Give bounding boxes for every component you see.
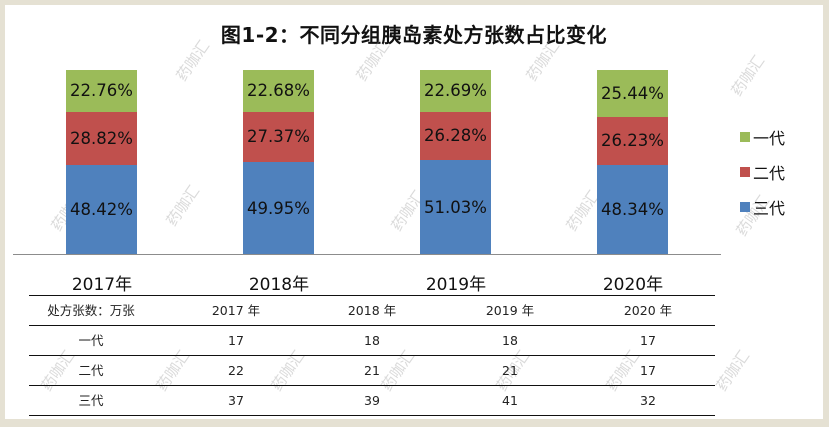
watermark: 药咖汇 (727, 52, 769, 100)
table-header-cell: 2018 年 (347, 303, 397, 318)
legend-label: 二代 (753, 163, 786, 183)
bar-2019: 22.69% 26.28% 51.03% (420, 70, 491, 254)
segment-gen3: 48.42% (66, 164, 137, 254)
segment-gen2: 27.37% (243, 111, 314, 163)
segment-gen2: 26.28% (420, 111, 491, 161)
table-cell: 32 (640, 393, 656, 408)
x-tick-label: 2017年 (71, 275, 133, 295)
x-axis-line (13, 254, 721, 255)
watermark: 药咖汇 (162, 182, 204, 230)
data-table: 处方张数：万张 2017 年 2018 年 2019 年 2020 年 一代 1… (29, 295, 715, 416)
table-header-cell: 处方张数：万张 (47, 303, 135, 318)
table-header-cell: 2020 年 (623, 303, 673, 318)
table-cell: 18 (364, 333, 380, 348)
segment-gen1: 22.68% (243, 70, 314, 112)
legend-swatch-icon (740, 131, 750, 142)
table-cell: 21 (502, 363, 518, 378)
segment-gen1: 22.69% (420, 70, 491, 112)
bar-2020: 25.44% 26.23% 48.34% (597, 70, 668, 254)
table-cell: 17 (228, 333, 244, 348)
table-cell: 17 (640, 363, 656, 378)
chart-frame: 图1-2：不同分组胰岛素处方张数占比变化 药咖汇 药咖汇 药咖汇 药咖汇 药咖汇… (5, 5, 823, 419)
table-cell: 一代 (78, 333, 104, 348)
legend-label: 三代 (753, 198, 786, 218)
chart-title: 图1-2：不同分组胰岛素处方张数占比变化 (220, 23, 608, 47)
table-cell: 37 (228, 393, 244, 408)
table-cell: 41 (502, 393, 518, 408)
legend-item-gen3: 三代 (740, 189, 785, 224)
table-cell: 21 (364, 363, 380, 378)
legend-swatch-icon (740, 201, 750, 212)
legend: 一代 二代 三代 (740, 119, 785, 224)
table-cell: 二代 (78, 363, 104, 378)
legend-item-gen1: 一代 (740, 119, 785, 154)
legend-label: 一代 (753, 128, 786, 148)
table-row: 二代 22 21 21 17 (29, 355, 715, 385)
segment-gen3: 48.34% (597, 165, 668, 254)
table-cell: 三代 (78, 393, 104, 408)
table-row: 一代 17 18 18 17 (29, 325, 715, 355)
x-tick-label: 2020年 (602, 275, 664, 295)
table-header-cell: 2019 年 (485, 303, 535, 318)
table-header-row: 处方张数：万张 2017 年 2018 年 2019 年 2020 年 (29, 295, 715, 325)
segment-gen2: 26.23% (597, 116, 668, 166)
x-tick-label: 2019年 (425, 275, 487, 295)
bar-2017: 22.76% 28.82% 48.42% (66, 70, 137, 254)
table-cell: 18 (502, 333, 518, 348)
table-cell: 39 (364, 393, 380, 408)
segment-gen3: 51.03% (420, 160, 491, 254)
segment-gen1: 25.44% (597, 70, 668, 117)
legend-item-gen2: 二代 (740, 154, 785, 189)
table-cell: 17 (640, 333, 656, 348)
table-cell: 22 (228, 363, 244, 378)
segment-gen1: 22.76% (66, 70, 137, 112)
bar-2018: 22.68% 27.37% 49.95% (243, 70, 314, 254)
segment-gen3: 49.95% (243, 162, 314, 254)
watermark: 药咖汇 (712, 347, 754, 395)
legend-swatch-icon (740, 166, 750, 177)
table-header-cell: 2017 年 (211, 303, 261, 318)
x-tick-label: 2018年 (248, 275, 310, 295)
segment-gen2: 28.82% (66, 111, 137, 165)
table-row: 三代 37 39 41 32 (29, 385, 715, 416)
